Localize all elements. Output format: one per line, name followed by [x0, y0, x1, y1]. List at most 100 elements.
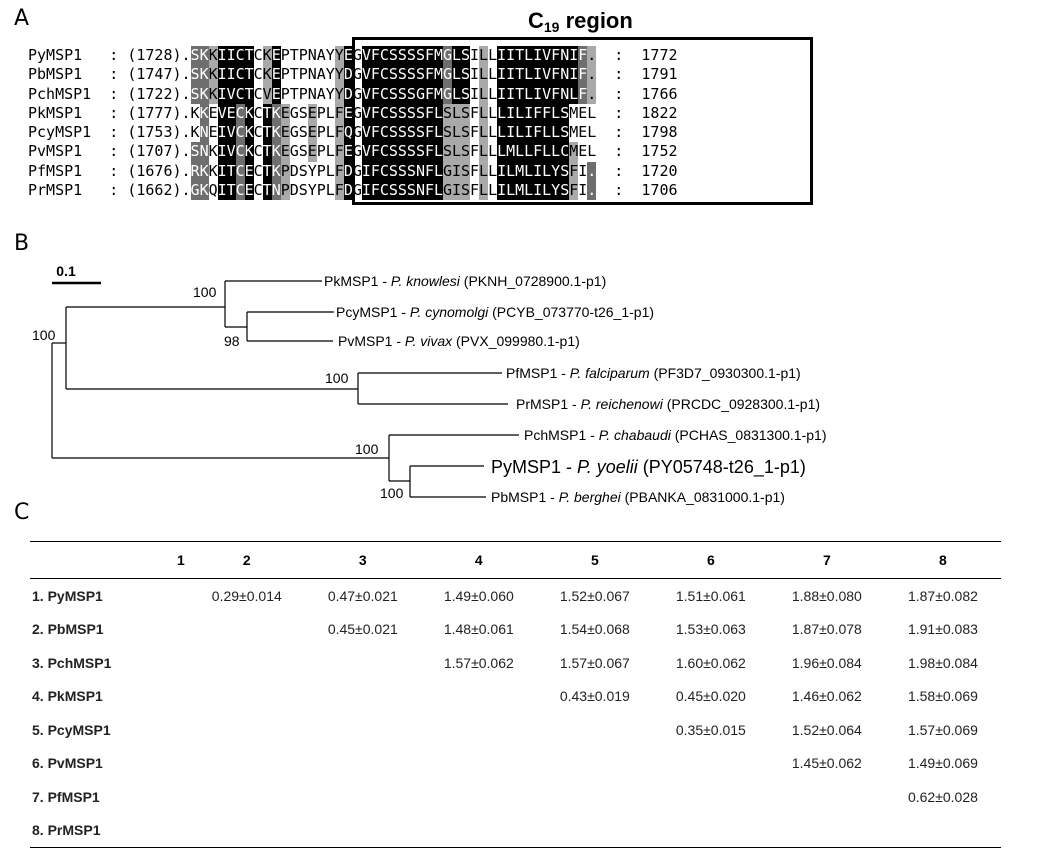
table-cell: 1.91±0.083	[907, 621, 978, 638]
sequence-name: PvMSP1 :	[28, 142, 128, 161]
taxon-label: PrMSP1 - P. reichenowi (PRCDC_0928300.1-…	[516, 396, 820, 412]
end-position: : 1822	[596, 103, 678, 122]
column-header: 4	[420, 541, 537, 579]
table-cell: 0.45±0.021	[327, 621, 398, 638]
table-cell	[173, 780, 189, 814]
column-header: 3	[304, 541, 421, 579]
tree-branches	[51, 280, 519, 498]
column-header: 2	[188, 541, 305, 579]
table-cell: 1.46±0.062	[791, 688, 862, 705]
table-cell	[653, 747, 769, 781]
alignment-row: PyMSP1 : (1728).SKKIICTCKEPTPNAYYEGVFCSS…	[28, 46, 678, 66]
row-label: 6. PvMSP1	[32, 755, 103, 772]
table-cell	[537, 814, 653, 848]
taxon-label: PfMSP1 - P. falciparum (PF3D7_0930300.1-…	[506, 365, 801, 381]
start-position: (1662)	[127, 181, 182, 200]
taxon-label: PbMSP1 - P. berghei (PBANKA_0831000.1-p1…	[491, 489, 785, 505]
table-cell: 1.87±0.078	[791, 621, 862, 638]
taxon-label: PchMSP1 - P. chabaudi (PCHAS_0831300.1-p…	[524, 427, 827, 443]
sequence: .SKKIVCTCVEPTPNAYYDGVFCSSSGFMGLSILLIITLI…	[181, 84, 597, 104]
row-label: 4. PkMSP1	[32, 688, 103, 705]
table-cell	[189, 713, 305, 747]
table-cell	[189, 814, 305, 848]
start-position: (1777)	[127, 103, 182, 122]
table-cell	[305, 747, 421, 781]
table-cell	[421, 780, 537, 814]
row-label: 2. PbMSP1	[32, 621, 104, 638]
table-cell	[305, 814, 421, 848]
end-position: : 1798	[596, 123, 678, 142]
table-cell	[421, 747, 537, 781]
table-cell: 1.96±0.084	[791, 654, 862, 671]
c19-region-box	[352, 37, 813, 205]
table-row: 5. PcyMSP1 0.35±0.015 1.52±0.064 1.57±0.069	[30, 713, 1001, 747]
table-cell: 0.35±0.015	[675, 721, 746, 738]
table-cell	[189, 680, 305, 714]
sequence: .GKQITCECTNPDSYPLFDGIFCSSSNFLGISFLLILMLI…	[181, 181, 597, 201]
table-cell	[189, 646, 305, 680]
table-cell	[305, 780, 421, 814]
table-cell	[173, 680, 189, 714]
column-header: 5	[536, 541, 653, 579]
table-cell: 1.52±0.064	[791, 721, 862, 738]
bootstrap-value: 100	[380, 485, 404, 501]
alignment-row: PchMSP1 : (1722).SKKIVCTCVEPTPNAYYDGVFCS…	[28, 84, 678, 104]
table-cell	[537, 713, 653, 747]
table-cell	[421, 814, 537, 848]
table-cell: 1.60±0.062	[675, 654, 746, 671]
table-cell: 1.49±0.060	[443, 587, 514, 604]
table-cell: 1.88±0.080	[791, 587, 862, 604]
table-cell	[305, 646, 421, 680]
table-cell	[189, 780, 305, 814]
row-label: 7. PfMSP1	[32, 788, 100, 805]
sequence: .SKKIICTCKEPTPNAYYDGVFCSSSSFMGLSILLIITLI…	[181, 65, 597, 85]
table-cell	[173, 747, 189, 781]
table-row: 4. PkMSP1 0.43±0.019 0.45±0.020 1.46±0.062 1…	[30, 680, 1001, 714]
table-cell: 1.57±0.069	[907, 721, 978, 738]
table-row: 8. PrMSP1	[30, 814, 1001, 848]
table-row: 6. PvMSP1 1.45±0.062 1.49±0.069	[30, 747, 1001, 781]
end-position: : 1791	[596, 65, 678, 84]
alignment-row: PbMSP1 : (1747).SKKIICTCKEPTPNAYYDGVFCSS…	[28, 65, 678, 85]
alignment-row: PvMSP1 : (1707).SNKIVCKCTKEGSEPLFEGVFCSS…	[28, 142, 678, 162]
scale-label: 0.1	[56, 263, 76, 279]
taxon-label: PyMSP1 - P. yoelii (PY05748-t26_1-p1)	[491, 457, 806, 478]
end-position: : 1720	[596, 161, 678, 180]
bootstrap-value: 98	[224, 333, 240, 349]
table-cell: 1.57±0.062	[443, 654, 514, 671]
start-position: (1753)	[127, 123, 182, 142]
table-cell	[173, 814, 189, 848]
table-cell: 1.51±0.061	[675, 587, 746, 604]
end-position: : 1766	[596, 84, 678, 103]
sequence: .RKKITCECTKPDSYPLFDGIFCSSSNFLGISFLLILMLI…	[181, 161, 597, 182]
sequence-name: PfMSP1 :	[28, 161, 128, 180]
end-position: : 1752	[596, 142, 678, 161]
tree-labels: 0.1 100 100 98 100 100 100	[32, 263, 404, 501]
table-cell: 0.47±0.021	[327, 587, 398, 604]
sequence-alignment: PyMSP1 : (1728).SKKIICTCKEPTPNAYYEGVFCSS…	[28, 46, 678, 201]
end-position: : 1706	[596, 181, 678, 200]
table-row: 7. PfMSP1 0.62±0.028	[30, 780, 1001, 814]
table-cell	[305, 680, 421, 714]
table-cell	[189, 747, 305, 781]
start-position: (1747)	[127, 65, 182, 84]
sequence-name: PrMSP1 :	[28, 181, 128, 200]
column-header: 8	[884, 541, 1001, 579]
table-cell	[885, 814, 1001, 848]
sequence-name: PyMSP1 :	[28, 46, 128, 64]
alignment-row: PcyMSP1 : (1753).KNEIVCKCTKEGSEPLFQGVFCS…	[28, 123, 678, 143]
start-position: (1722)	[127, 84, 182, 103]
sequence-name: PchMSP1 :	[28, 84, 128, 103]
table-cell: 0.45±0.020	[675, 688, 746, 705]
table-cell: 0.62±0.028	[907, 788, 978, 805]
column-header: 1	[173, 541, 189, 579]
alignment-row: PfMSP1 : (1676).RKKITCECTKPDSYPLFDGIFCSS…	[28, 161, 678, 182]
table-cell: 0.29±0.014	[211, 587, 282, 604]
bootstrap-value: 100	[193, 284, 217, 300]
start-position: (1707)	[127, 142, 182, 161]
column-header	[30, 541, 173, 579]
start-position: (1676)	[127, 161, 182, 180]
sequence-name: PcyMSP1 :	[28, 123, 128, 142]
bootstrap-value: 100	[32, 327, 56, 343]
